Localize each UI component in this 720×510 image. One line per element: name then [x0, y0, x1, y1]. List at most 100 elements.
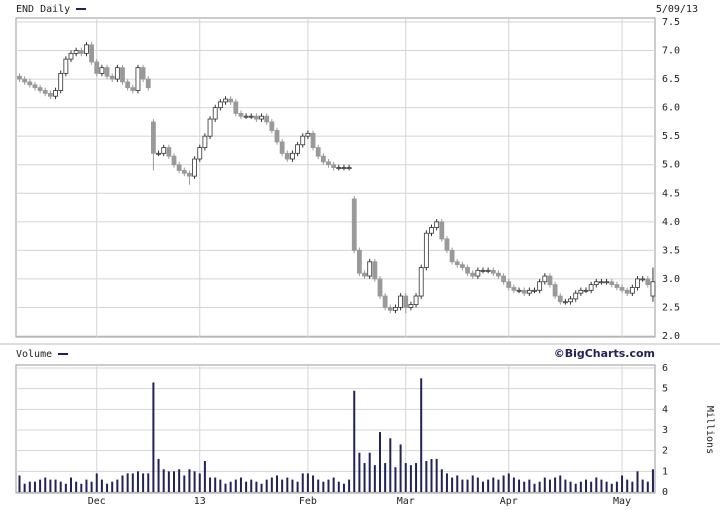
candle-body	[521, 289, 527, 294]
volume-bar	[631, 481, 634, 492]
volume-bar	[590, 481, 593, 492]
candle-body	[434, 221, 440, 228]
candle-body	[253, 115, 259, 120]
volume-bar	[528, 479, 531, 492]
candle-body	[377, 278, 383, 297]
volume-bar	[646, 481, 649, 492]
volume-bar	[281, 479, 284, 492]
volume-bar	[497, 479, 500, 492]
candle-body	[68, 53, 74, 60]
candle-body	[645, 278, 651, 286]
candle-body	[341, 167, 347, 169]
y-tick-label: 2.0	[662, 331, 680, 342]
chart-title: END Daily	[16, 4, 70, 15]
volume-bar	[152, 382, 155, 492]
candle-body	[408, 304, 414, 308]
volume-bar	[327, 479, 330, 492]
candle-body	[63, 58, 69, 74]
volume-bar	[147, 473, 150, 492]
price-frame	[15, 17, 656, 338]
candle-body	[578, 289, 584, 294]
candle-body	[171, 155, 177, 166]
candle-body	[413, 295, 419, 306]
y-tick-label: 5.5	[662, 131, 680, 142]
volume-bar	[317, 479, 320, 492]
candle-body	[78, 50, 84, 54]
y-tick-label: 3.5	[662, 245, 680, 256]
candle-body	[501, 275, 507, 283]
volume-bar	[219, 479, 222, 492]
volume-bar	[543, 477, 546, 492]
candle-body	[290, 152, 295, 160]
volume-bar	[39, 479, 42, 492]
volume-bar	[296, 481, 299, 492]
y-tick-label: 4.0	[662, 217, 680, 228]
volume-bar	[214, 477, 217, 492]
candle-body	[640, 278, 646, 281]
volume-bar	[28, 481, 31, 492]
candle-body	[516, 289, 522, 292]
y-axis-label: Millions	[704, 406, 715, 454]
candle-body	[459, 264, 465, 268]
candle-body	[32, 84, 38, 89]
volume-bar	[100, 479, 103, 492]
volume-bar	[415, 463, 418, 492]
candle-body	[73, 50, 79, 54]
candle-body	[114, 67, 120, 80]
candle-body	[295, 144, 301, 154]
candle-body	[506, 281, 512, 288]
y-tick-label: 7.5	[662, 17, 680, 28]
volume-bar	[136, 471, 139, 492]
volume-bar	[337, 481, 340, 492]
candle-body	[588, 284, 594, 291]
candle-body	[356, 249, 362, 274]
y-tick-label: 3	[662, 425, 668, 436]
candle-body	[423, 232, 429, 268]
candle-body	[398, 295, 404, 308]
candle-body	[454, 261, 460, 266]
candle-body	[37, 87, 43, 91]
volume-bar	[353, 390, 356, 492]
candle-body	[274, 130, 280, 143]
volume-bar	[420, 378, 423, 492]
candle-body	[557, 295, 563, 303]
candle-body	[331, 164, 337, 168]
date-label: 5/09/13	[656, 4, 698, 15]
volume-bar	[538, 481, 541, 492]
volume-bar	[183, 475, 186, 492]
volume-bar	[574, 483, 577, 492]
candle-body	[537, 281, 543, 291]
x-tick-label: May	[613, 496, 631, 507]
volume-bar	[636, 471, 639, 492]
volume-bar	[95, 473, 98, 492]
y-tick-label: 5	[662, 384, 668, 395]
y-tick-label: 3.0	[662, 274, 680, 285]
candle-body	[629, 287, 635, 294]
candle-body	[511, 287, 517, 291]
candle-body	[207, 118, 213, 137]
candle-body	[176, 164, 182, 171]
candle-body	[465, 267, 470, 274]
source: ©BigCharts.com	[554, 347, 655, 360]
candle-body	[439, 221, 445, 240]
candle-body	[187, 172, 192, 177]
volume-bar	[451, 477, 454, 492]
volume-bar	[363, 463, 366, 492]
y-tick-label: 6.5	[662, 74, 680, 85]
candle-body	[444, 238, 450, 251]
candle-body	[243, 115, 249, 118]
candle-body	[166, 147, 172, 157]
candle-body	[315, 147, 321, 157]
volume-bar	[373, 465, 376, 492]
volume-bar	[641, 479, 644, 492]
volume-bar	[157, 458, 160, 492]
volume-bar	[260, 483, 263, 492]
volume-bar	[379, 432, 381, 492]
volume-bar	[142, 473, 145, 492]
candle-body	[264, 115, 270, 123]
candle-body	[346, 167, 352, 169]
volume-bar	[399, 444, 402, 492]
candle-body	[393, 307, 398, 311]
candle-body	[161, 147, 167, 154]
